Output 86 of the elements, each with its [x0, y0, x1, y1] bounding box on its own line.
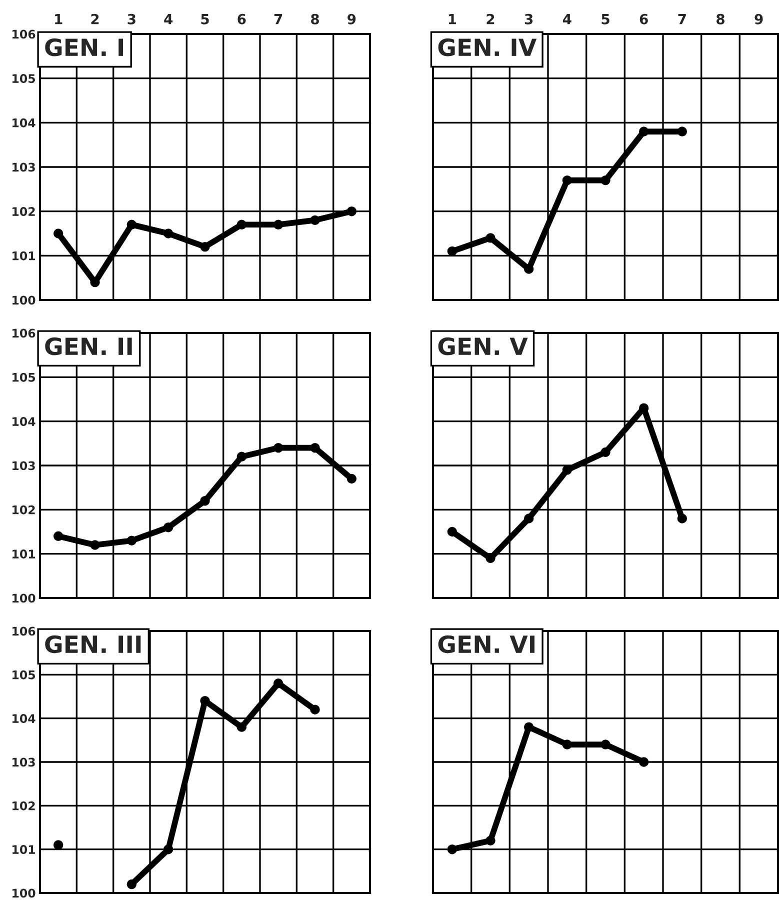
point [346, 474, 357, 484]
point [310, 215, 320, 226]
point [600, 175, 610, 186]
point [90, 540, 100, 550]
x-tick-label: 8 [311, 14, 319, 24]
y-tick-label: 101 [12, 251, 36, 260]
x-tick-label: 9 [754, 14, 763, 24]
chart-title: GEN. III [45, 635, 141, 654]
point [163, 228, 174, 238]
x-tick-label: 6 [238, 14, 246, 24]
y-tick-label: 104 [12, 714, 36, 723]
point [53, 531, 64, 542]
point [638, 757, 649, 767]
y-tick-label: 100 [12, 888, 36, 898]
y-tick-label: 102 [12, 207, 35, 216]
y-tick-label: 103 [12, 162, 35, 172]
point [53, 228, 64, 238]
x-tick-label: 6 [640, 14, 648, 24]
point [273, 678, 284, 688]
point [524, 264, 534, 274]
y-tick-label: 101 [12, 550, 36, 558]
point [524, 722, 534, 732]
point [163, 522, 174, 532]
point [126, 879, 137, 890]
y-tick-label: 102 [12, 801, 35, 810]
point [447, 844, 458, 854]
x-tick-label: 4 [164, 14, 173, 24]
point [163, 844, 174, 854]
y-tick-label: 101 [12, 845, 36, 854]
x-tick-label: 9 [348, 14, 356, 24]
x-tick-label: 2 [486, 14, 494, 24]
point [273, 220, 284, 230]
point [486, 233, 496, 243]
point [53, 840, 64, 850]
y-tick-label: 104 [12, 118, 36, 128]
point [126, 536, 137, 546]
point [200, 496, 210, 506]
x-tick-label: 7 [274, 14, 282, 24]
point [638, 126, 649, 136]
point [600, 740, 610, 750]
y-tick-label: 105 [12, 670, 36, 680]
x-tick-label: 5 [201, 14, 209, 24]
x-tick-label: 8 [716, 14, 724, 24]
chart-title: GEN. II [45, 337, 132, 356]
y-tick-label: 100 [12, 594, 36, 603]
point [236, 220, 247, 230]
y-tick-label: 105 [12, 372, 36, 382]
x-tick-label: 1 [448, 14, 456, 24]
point [677, 514, 688, 524]
point [562, 175, 572, 186]
x-tick-label: 5 [602, 14, 610, 24]
point [447, 246, 458, 256]
x-tick-label: 7 [678, 14, 686, 24]
y-tick-label: 102 [12, 505, 35, 514]
point [346, 206, 357, 216]
y-tick-label: 100 [12, 296, 36, 305]
x-tick-label: 4 [562, 14, 572, 24]
point [677, 126, 688, 136]
point [310, 442, 320, 453]
y-tick-label: 103 [12, 461, 35, 470]
chart-title: GEN. I [45, 38, 124, 56]
point [562, 465, 572, 475]
x-tick-label: 3 [524, 14, 533, 24]
y-tick-label: 106 [12, 30, 36, 39]
y-tick-label: 103 [12, 758, 35, 767]
point [200, 242, 210, 252]
y-tick-label: 106 [12, 626, 36, 636]
point [486, 836, 496, 846]
chart-title: GEN. VI [438, 635, 534, 654]
point [562, 740, 572, 750]
x-tick-label: 3 [128, 14, 136, 24]
point [600, 447, 610, 458]
point [126, 220, 137, 230]
point [310, 704, 320, 714]
chart-title: GEN. IV [438, 38, 537, 56]
point [447, 526, 458, 537]
x-tick-label: 2 [91, 14, 99, 24]
x-tick-label: 1 [55, 14, 62, 24]
y-tick-label: 105 [12, 74, 36, 83]
point [236, 722, 247, 732]
point [273, 442, 284, 453]
chart-title: GEN. V [438, 337, 528, 356]
y-tick-label: 104 [12, 417, 36, 426]
point [524, 514, 534, 524]
point [236, 452, 247, 462]
y-tick-label: 106 [12, 328, 36, 338]
